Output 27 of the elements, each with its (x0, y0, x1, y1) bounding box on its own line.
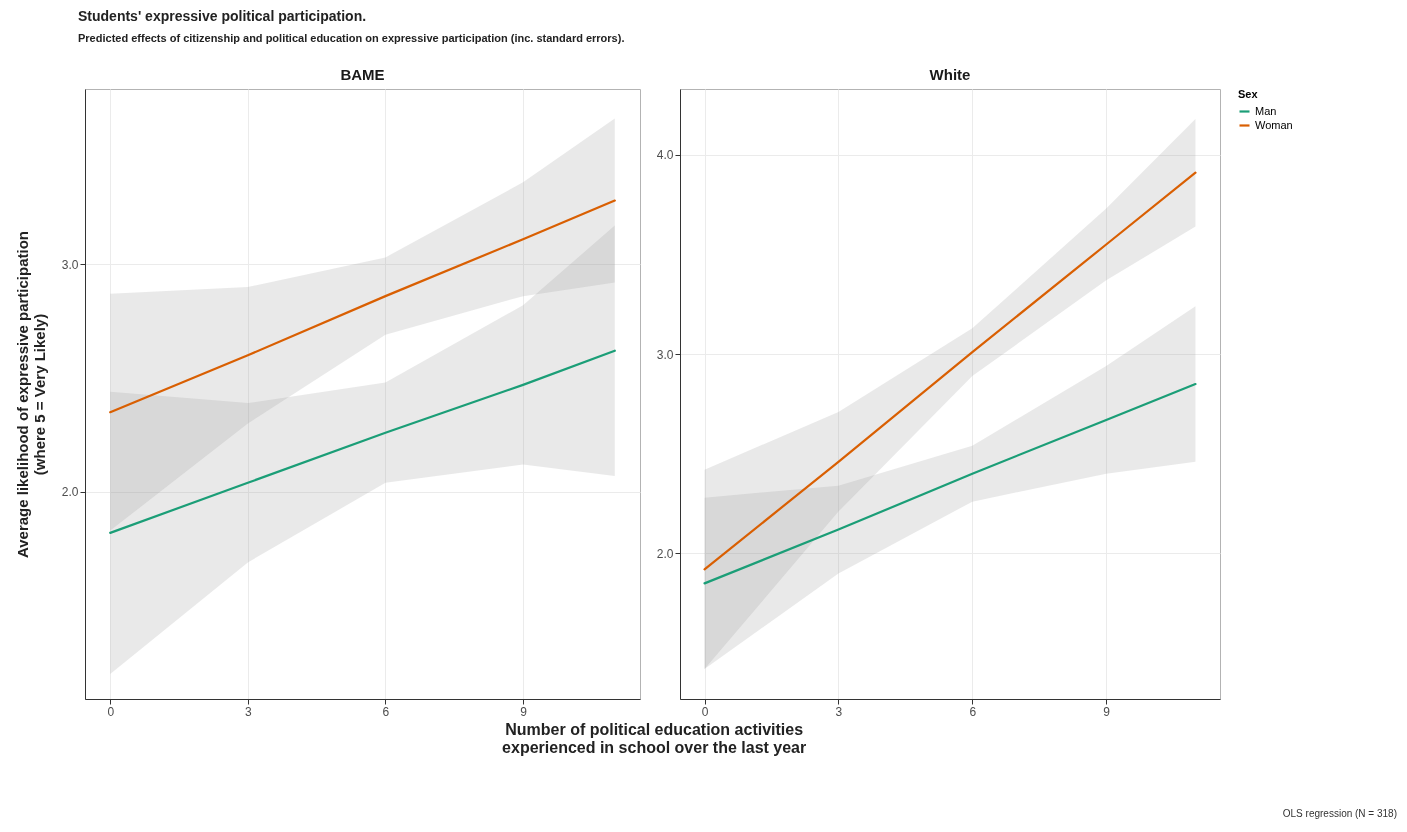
legend-label: Woman (1255, 118, 1293, 131)
x-tick-label: 9 (1103, 704, 1111, 719)
x-tick-label: 9 (520, 704, 528, 719)
y-axis-title: Average likelihood of expressive participation (where 5 = Very Likely) (13, 230, 48, 559)
y-tick-label: 3.0 (656, 347, 674, 362)
x-tick-label: 3 (244, 704, 252, 719)
legend-label: Man (1255, 104, 1277, 117)
x-tick-label: 3 (835, 704, 843, 719)
chart-title: BAME (340, 66, 385, 83)
x-tick-label: 0 (701, 704, 709, 719)
y-tick-label: 2.0 (61, 485, 79, 500)
line-series (703, 382, 1197, 585)
text: Students' expressive political participation. (78, 8, 368, 24)
x-axis-title: Number of political education activities experienced in school over the last year (502, 720, 807, 756)
line-series (703, 171, 1197, 571)
x-tick-label: 0 (107, 704, 115, 719)
chart-title: White (929, 66, 971, 83)
y-tick-label: 2.0 (656, 546, 674, 561)
x-tick-label: 6 (969, 704, 977, 719)
legend-title: Sex (1238, 88, 1259, 100)
text: Predicted effects of citizenship and political education on expressive participation (inc. standard errors). (78, 32, 625, 44)
y-tick-label: 3.0 (61, 257, 79, 272)
line-series (109, 199, 616, 414)
text: OLS regression (N = 318) (1282, 808, 1397, 819)
line-series (109, 349, 616, 534)
x-tick-label: 6 (382, 704, 390, 719)
y-tick-label: 4.0 (656, 148, 674, 163)
